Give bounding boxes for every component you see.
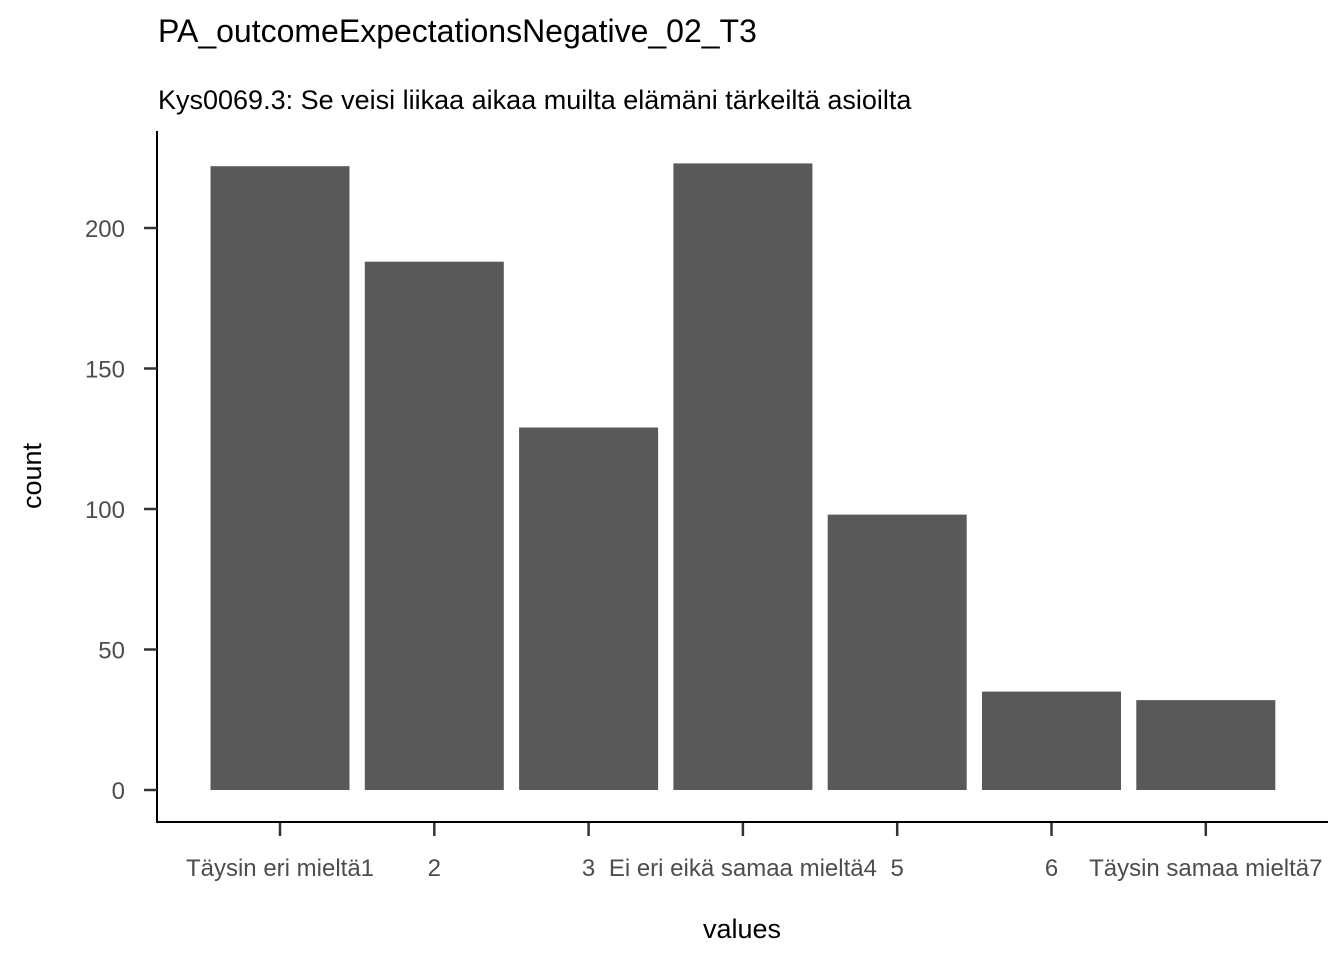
y-tick-label: 0 [112, 778, 125, 805]
y-tick-label: 50 [98, 638, 125, 665]
bar-5 [827, 514, 967, 790]
x-tick-label-4: Ei eri eikä samaa mieltä4 [609, 855, 877, 882]
bar-4 [673, 163, 813, 790]
y-tick-label: 200 [85, 216, 125, 243]
bar-2 [364, 261, 504, 790]
chart-subtitle: Kys0069.3: Se veisi liikaa aikaa muilta … [158, 85, 912, 115]
x-axis-title: values [703, 914, 781, 944]
bar-7 [1136, 700, 1276, 790]
bar-6 [982, 691, 1121, 790]
y-tick-label: 100 [85, 497, 125, 524]
bar-1 [210, 166, 350, 790]
x-axis: Täysin eri mieltä1 2 3 Ei eri eikä samaa mi… [186, 823, 1323, 882]
y-axis-title: count [17, 442, 47, 509]
x-tick-label-3: 3 [582, 855, 595, 882]
y-tick-label: 150 [85, 357, 125, 384]
x-tick-label-1: Täysin eri mieltä1 [186, 855, 374, 882]
x-tick-label-2: 2 [428, 855, 441, 882]
y-axis: 0 50 100 150 200 [85, 216, 157, 805]
bar-3 [519, 427, 659, 790]
x-tick-label-5: 5 [891, 855, 904, 882]
x-tick-label-7: Täysin samaa mieltä7 [1089, 855, 1322, 882]
chart-title: PA_outcomeExpectationsNegative_02_T3 [158, 13, 757, 49]
x-tick-label-6: 6 [1045, 855, 1058, 882]
bars-group [210, 163, 1276, 790]
